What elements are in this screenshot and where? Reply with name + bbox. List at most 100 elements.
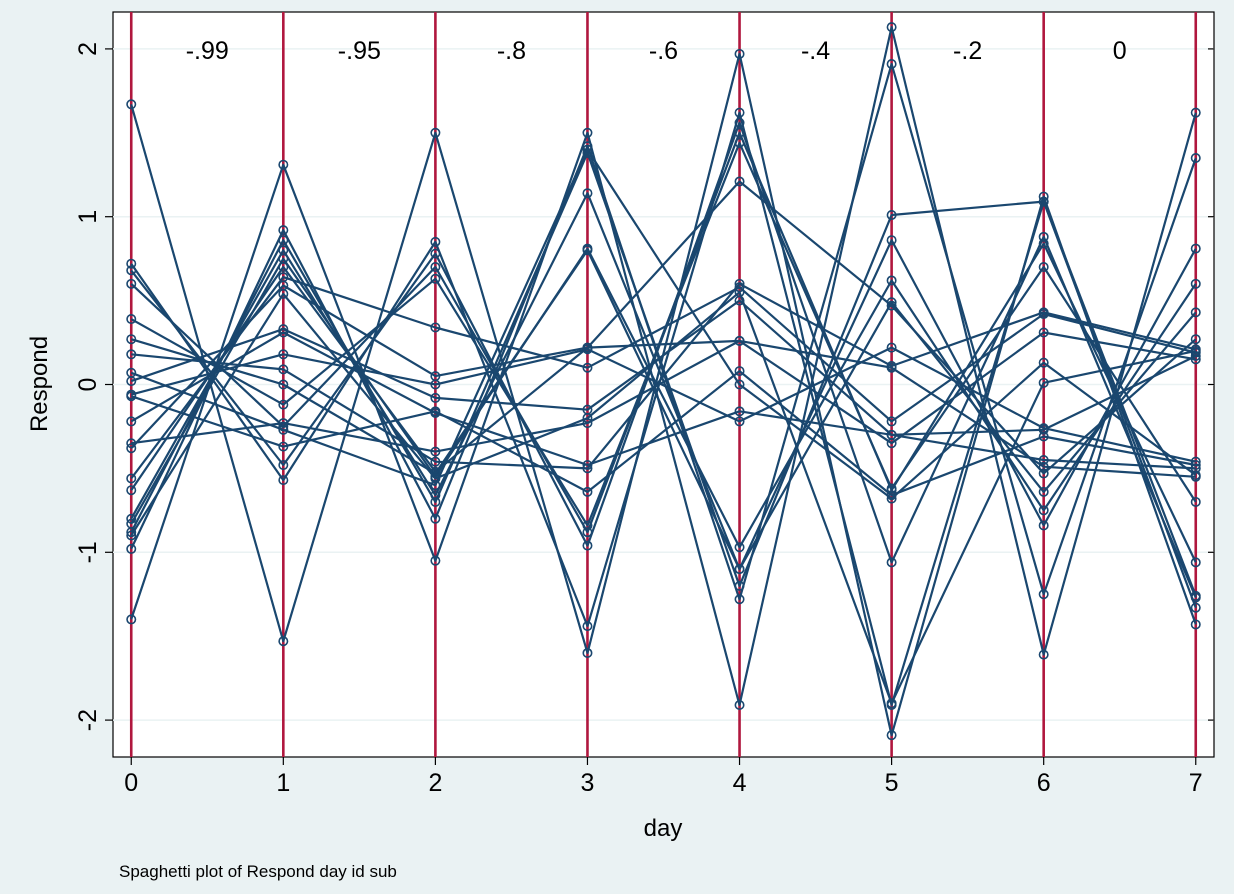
data-point [582,520,593,531]
series-line [130,151,1197,597]
data-point [430,322,441,333]
data-point [278,636,289,647]
data-point [582,147,593,158]
data-point [1190,470,1201,481]
data-point [1190,278,1201,289]
data-point [278,225,289,236]
data-point [126,518,137,529]
y-tick-label: -2 [74,709,102,731]
annotation-label: 0 [1113,37,1127,65]
series-line [131,282,1197,470]
data-point [886,483,897,494]
data-point [582,188,593,199]
data-point [278,288,289,299]
data-point [430,496,441,507]
data-point [430,456,441,467]
data-point [126,485,137,496]
data-point [126,391,137,402]
data-point [126,99,137,110]
data-point [1038,589,1049,600]
data-point [734,117,745,128]
data-point [734,366,745,377]
data-point [1190,345,1201,356]
data-point [1038,649,1049,660]
series-line [130,62,1197,601]
data-point [126,443,137,454]
data-point [1190,350,1201,361]
data-point [126,314,137,325]
x-tick-label: 5 [885,769,899,797]
annotation-label: -.8 [497,37,526,65]
series-layer [126,22,1201,741]
data-point [1038,231,1049,242]
data-point [734,564,745,575]
data-point [582,540,593,551]
data-point [278,418,289,429]
series-line [130,26,1197,707]
data-point [582,127,593,138]
annotation-label: -.99 [186,37,229,65]
data-point [278,364,289,375]
series-line [130,284,1196,450]
data-point [126,614,137,625]
data-point [430,480,441,491]
y-tick-label: 2 [74,42,102,56]
axes-layer: 0 1 2 3 4 5 6 7 -2 -1 0 1 2 [74,42,1214,797]
data-point [734,594,745,605]
data-point [886,342,897,353]
data-point [1038,468,1049,479]
data-point [1190,152,1201,163]
data-point [734,335,745,346]
data-point [1038,309,1049,320]
data-point [886,429,897,440]
annotation-label: -.4 [801,37,830,65]
data-point [734,542,745,553]
data-point [886,362,897,373]
data-point [1038,461,1049,472]
chart-note: Spaghetti plot of Respond day id sub [119,862,397,881]
data-point [1190,307,1201,318]
data-point [734,48,745,59]
data-point [886,59,897,70]
series-line [130,247,1197,549]
data-point [1190,557,1201,568]
data-point [1190,460,1201,471]
data-point [430,446,441,457]
data-point [1190,243,1201,254]
data-point [1038,431,1049,442]
data-point [1038,520,1049,531]
y-tick-label: 0 [74,378,102,392]
data-point [582,460,593,471]
data-point [734,379,745,390]
data-point [1038,505,1049,516]
x-tick-label: 1 [276,769,290,797]
data-point [126,416,137,427]
data-point [1190,602,1201,613]
data-point [278,421,289,432]
data-point [278,379,289,390]
data-point [886,300,897,311]
data-point [1038,455,1049,466]
data-point [430,473,441,484]
series-line [130,148,1197,500]
data-point [126,543,137,554]
data-point [1038,238,1049,249]
data-point [126,530,137,541]
series-line [130,291,1197,705]
data-point [734,107,745,118]
data-point [126,258,137,269]
x-tick-label: 4 [733,769,747,797]
data-point [1190,496,1201,507]
data-point [430,392,441,403]
series-line [130,249,1197,571]
annotation-label: -.95 [338,37,381,65]
data-point [582,144,593,155]
data-point [430,555,441,566]
data-point [430,379,441,390]
data-point [734,137,745,148]
data-point [430,513,441,524]
data-point [886,297,897,308]
series-line [131,339,1196,478]
data-point [278,349,289,360]
